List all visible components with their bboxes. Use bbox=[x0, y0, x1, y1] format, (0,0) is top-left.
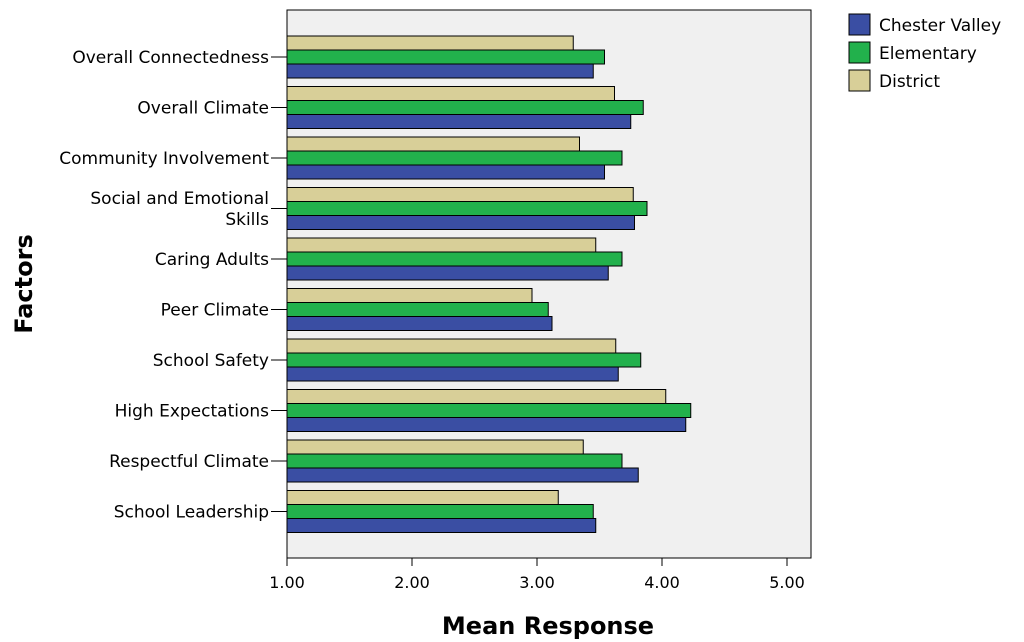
legend-swatch-elementary bbox=[848, 41, 871, 64]
x-axis-title: Mean Response bbox=[442, 612, 654, 640]
bar-chester-valley-school-safety bbox=[286, 366, 619, 382]
bar-district-school-leadership bbox=[286, 490, 559, 505]
legend-swatch-district bbox=[848, 69, 871, 92]
bar-district-community-involvement bbox=[286, 136, 580, 152]
y-tick-label-overall-connectedness: Overall Connectedness bbox=[72, 48, 269, 68]
y-tick-label-peer-climate: Peer Climate bbox=[161, 301, 269, 321]
bar-district-overall-connectedness bbox=[286, 35, 574, 51]
bar-elementary-school-leadership bbox=[286, 504, 594, 519]
y-tick-label-caring-adults: Caring Adults bbox=[155, 250, 269, 270]
bar-district-high-expectations bbox=[286, 389, 667, 404]
bar-elementary-overall-connectedness bbox=[286, 49, 605, 65]
bar-district-respectful-climate bbox=[286, 439, 584, 455]
x-axis: 1.00 2.00 3.00 4.00 5.00 bbox=[269, 558, 805, 592]
y-axis-title: Factors bbox=[10, 234, 38, 334]
bar-chester-valley-overall-climate bbox=[286, 114, 632, 129]
y-tick-label-social-and-emotional-skills: Social and Emotional Skills bbox=[90, 189, 269, 230]
bar-elementary-high-expectations bbox=[286, 403, 692, 418]
y-axis: Overall Connectedness Overall Climate Comm… bbox=[59, 48, 287, 523]
bar-district-social-and-emotional-skills bbox=[286, 187, 634, 202]
x-tick-label: 5.00 bbox=[769, 573, 805, 592]
bar-district-caring-adults bbox=[286, 237, 597, 253]
bar-chester-valley-caring-adults bbox=[286, 265, 609, 281]
bar-elementary-overall-climate bbox=[286, 100, 644, 115]
bar-district-peer-climate bbox=[286, 288, 533, 303]
y-tick-label-high-expectations: High Expectations bbox=[115, 402, 270, 422]
legend-label-district: District bbox=[879, 72, 940, 92]
bar-chester-valley-respectful-climate bbox=[286, 467, 639, 483]
bar-elementary-peer-climate bbox=[286, 302, 549, 317]
bar-elementary-community-involvement bbox=[286, 150, 623, 166]
bars-group bbox=[286, 35, 692, 533]
bar-district-overall-climate bbox=[286, 86, 615, 101]
y-tick-label-respectful-climate: Respectful Climate bbox=[109, 452, 269, 472]
legend-label-chester-valley: Chester Valley bbox=[879, 16, 1001, 36]
x-tick-label: 1.00 bbox=[269, 573, 305, 592]
legend-swatch-chester-valley bbox=[848, 13, 871, 36]
y-tick-label-overall-climate: Overall Climate bbox=[137, 99, 269, 119]
bar-elementary-school-safety bbox=[286, 352, 642, 368]
legend: Chester Valley Elementary District bbox=[848, 13, 1001, 92]
bar-chester-valley-school-leadership bbox=[286, 518, 597, 533]
x-tick-label: 2.00 bbox=[394, 573, 430, 592]
x-tick-label: 3.00 bbox=[519, 573, 555, 592]
bar-elementary-social-and-emotional-skills bbox=[286, 201, 648, 216]
bar-elementary-respectful-climate bbox=[286, 453, 623, 469]
bar-chester-valley-community-involvement bbox=[286, 164, 605, 180]
y-tick-label-community-involvement: Community Involvement bbox=[59, 149, 269, 169]
y-tick-label-school-leadership: School Leadership bbox=[114, 503, 269, 523]
bar-chester-valley-overall-connectedness bbox=[286, 63, 594, 79]
bar-chester-valley-high-expectations bbox=[286, 417, 687, 432]
legend-label-elementary: Elementary bbox=[879, 44, 977, 64]
x-tick-label: 4.00 bbox=[644, 573, 680, 592]
y-tick-label-school-safety: School Safety bbox=[153, 351, 269, 371]
bar-chester-valley-peer-climate bbox=[286, 316, 553, 331]
bar-chester-valley-social-and-emotional-skills bbox=[286, 215, 635, 230]
bar-district-school-safety bbox=[286, 338, 617, 354]
bar-elementary-caring-adults bbox=[286, 251, 623, 267]
